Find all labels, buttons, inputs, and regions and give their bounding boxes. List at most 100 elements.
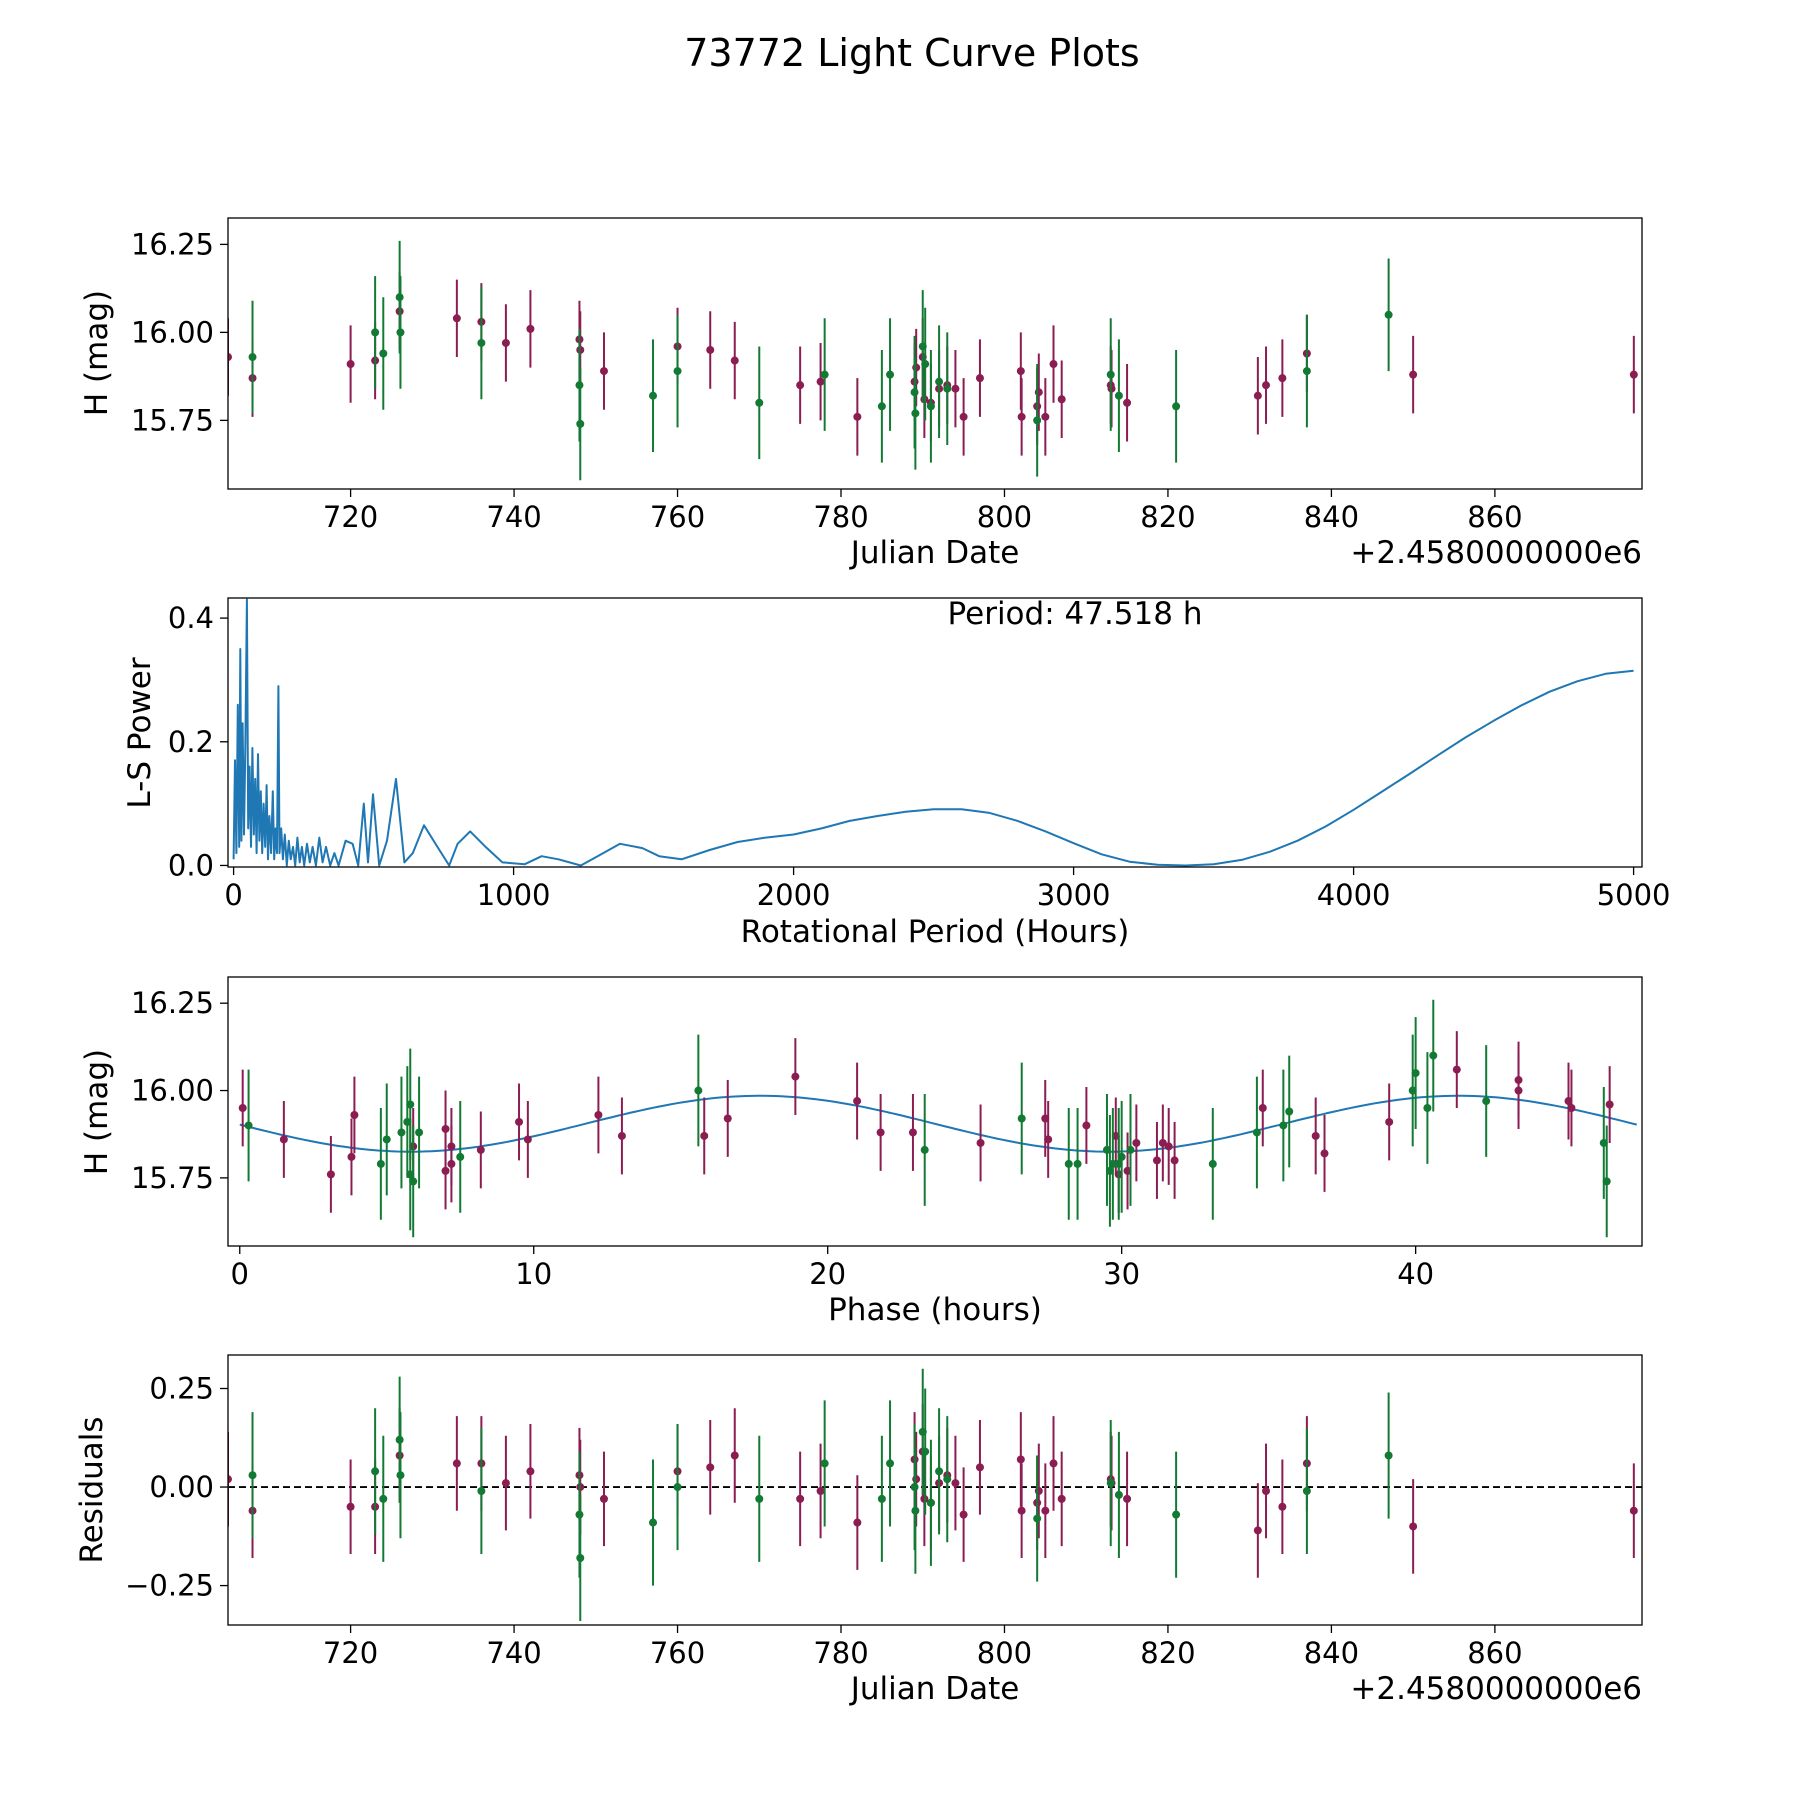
periodogram-xlabel: Rotational Period (Hours): [741, 914, 1130, 950]
phased-obs_a-point: [1385, 1117, 1394, 1126]
lightcurve-obs_b-point: [1114, 391, 1123, 400]
lightcurve-obs_a-point: [816, 377, 825, 386]
phased-obs_a-point: [1258, 1104, 1267, 1113]
residuals-obs_b-point: [935, 1467, 944, 1476]
lightcurve-obs_a-point: [1016, 367, 1025, 376]
phased-xtick-label: 30: [1103, 1257, 1140, 1291]
lightcurve-obs_b-point: [371, 328, 380, 337]
residuals-obs_a-point: [1253, 1526, 1262, 1535]
phased-obs_a-point: [723, 1114, 732, 1123]
residuals-obs_a-point: [1278, 1502, 1287, 1511]
phased-obs_a-point: [594, 1110, 603, 1119]
lightcurve-xtick-label: 800: [977, 500, 1032, 534]
residuals-obs_a-point: [1041, 1506, 1050, 1515]
lightcurve-obs_b-point: [248, 353, 257, 362]
period-annotation: Period: 47.518 h: [948, 596, 1203, 632]
lightcurve-obs_b-point: [1302, 367, 1311, 376]
lightcurve-obs_a-point: [1123, 398, 1132, 407]
periodogram-xtick-label: 2000: [757, 878, 831, 912]
residuals-obs_b-point: [576, 1553, 585, 1562]
lightcurve-obs_a-point: [1057, 395, 1066, 404]
lightcurve-obs_b-point: [1384, 310, 1393, 319]
lightcurve-obs_a-point: [501, 338, 510, 347]
phased-obs_b-point: [1073, 1159, 1082, 1168]
lightcurve-xtick-label: 840: [1304, 500, 1359, 534]
lightcurve-obs_b-point: [379, 349, 388, 358]
lightcurve-obs_a-point: [959, 412, 968, 421]
lightcurve-obs_b-point: [576, 419, 585, 428]
lightcurve-obs_b-point: [1106, 370, 1115, 379]
residuals-obs_b-point: [477, 1486, 486, 1495]
phased-ylabel: H (mag): [79, 1049, 115, 1175]
phased-frame: [227, 976, 1643, 1247]
phased-obs_a-point: [447, 1159, 456, 1168]
lightcurve-xtick-label: 820: [1140, 500, 1195, 534]
residuals-xlabel: Julian Date: [849, 1671, 1020, 1707]
phased-obs_b-point: [694, 1086, 703, 1095]
residuals-obs_a-point: [1034, 1486, 1043, 1495]
lightcurve-obs_b-point: [921, 360, 930, 369]
phased-obs_b-point: [1279, 1121, 1288, 1130]
phased-obs_b-point: [1117, 1152, 1126, 1161]
residuals-obs_b-point: [379, 1494, 388, 1503]
lightcurve-obs_a-point: [1262, 381, 1271, 390]
residuals-obs_b-point: [926, 1498, 935, 1507]
lightcurve-obs_b-point: [820, 370, 829, 379]
phased-obs_a-point: [976, 1138, 985, 1147]
lightcurve-obs_b-point: [935, 377, 944, 386]
phased-obs_a-point: [1158, 1138, 1167, 1147]
residuals-obs_a-point: [1262, 1486, 1271, 1495]
residuals-obs_b-point: [1384, 1451, 1393, 1460]
phased-obs_a-point: [441, 1166, 450, 1175]
lightcurve-obs_a-point: [951, 384, 960, 393]
lightcurve-obs_a-point: [975, 374, 984, 383]
phased-obs_b-point: [1108, 1159, 1117, 1168]
residuals-obs_b-point: [396, 1471, 405, 1480]
residuals-obs_b-point: [877, 1494, 886, 1503]
phased-obs_b-point: [244, 1121, 253, 1130]
phased-obs_a-point: [1152, 1156, 1161, 1165]
lightcurve-obs_a-point: [1253, 391, 1262, 400]
phased-obs_b-point: [409, 1177, 418, 1186]
residuals-offset-label: +2.4580000000e6: [1350, 1671, 1642, 1707]
phased-obs_b-point: [1126, 1145, 1135, 1154]
phased-obs_b-point: [1411, 1069, 1420, 1078]
residuals-obs_b-point: [1172, 1510, 1181, 1519]
periodogram-ytick-label: 0.0: [168, 848, 214, 882]
lightcurve-frame: [227, 217, 1643, 490]
residuals-xtick-label: 800: [977, 1636, 1032, 1670]
residuals-obs_b-point: [1106, 1479, 1115, 1488]
residuals-obs_a-point: [1409, 1522, 1418, 1531]
phased-obs_b-point: [376, 1159, 385, 1168]
residuals-obs_a-point: [1016, 1455, 1025, 1464]
phased-xtick-label: 0: [231, 1257, 249, 1291]
phased-obs_a-point: [1605, 1100, 1614, 1109]
residuals-obs_b-point: [371, 1467, 380, 1476]
residuals-ylabel: Residuals: [74, 1416, 110, 1563]
phased-obs_a-point: [1170, 1156, 1179, 1165]
residuals-xtick-label: 740: [486, 1636, 541, 1670]
residuals-obs_b-point: [673, 1483, 682, 1492]
periodogram-xtick-label: 3000: [1037, 878, 1111, 912]
lightcurve-xtick-label: 720: [323, 500, 378, 534]
periodogram-xtick-label: 4000: [1317, 878, 1391, 912]
phased-obs_a-point: [1311, 1131, 1320, 1140]
phased-obs_a-point: [238, 1104, 247, 1113]
lightcurve-obs_b-point: [877, 402, 886, 411]
phased-obs_a-point: [515, 1117, 524, 1126]
phased-obs_a-point: [279, 1135, 288, 1144]
lightcurve-obs_b-point: [396, 328, 405, 337]
phased-obs_a-point: [908, 1128, 917, 1137]
lightcurve-obs_b-point: [943, 384, 952, 393]
phased-obs_b-point: [1285, 1107, 1294, 1116]
phased-obs_a-point: [476, 1145, 485, 1154]
lightcurve-obs_a-point: [1041, 412, 1050, 421]
lightcurve-obs_a-point: [853, 412, 862, 421]
residuals-obs_a-point: [796, 1494, 805, 1503]
phased-obs_b-point: [1423, 1104, 1432, 1113]
phased-obs_b-point: [382, 1135, 391, 1144]
phased-obs_a-point: [617, 1131, 626, 1140]
phased-xlabel: Phase (hours): [828, 1292, 1042, 1328]
